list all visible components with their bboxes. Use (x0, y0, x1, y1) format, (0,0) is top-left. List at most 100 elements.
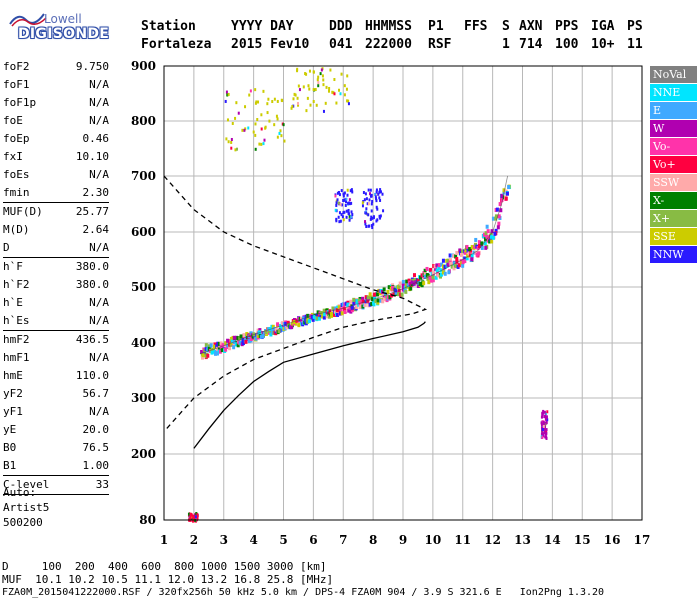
echo-point (315, 316, 319, 321)
header-val-axn: 714 (519, 37, 543, 52)
y-tick-label: 700 (131, 169, 156, 183)
cluster-point (541, 428, 544, 432)
cluster-point (361, 201, 364, 205)
cluster-point (541, 411, 544, 415)
param-row: MUF(D) 25.77 (3, 202, 109, 221)
echo-point (244, 339, 248, 344)
param-value: 2.64 (82, 223, 110, 236)
cluster-point (364, 220, 367, 224)
param-value: 76.5 (82, 441, 110, 454)
y-tick-label: 300 (131, 391, 156, 405)
param-value: 0.46 (82, 132, 110, 145)
cluster-point (230, 146, 233, 150)
cluster-point (249, 89, 252, 93)
param-value: 9.750 (75, 60, 109, 73)
echo-point (271, 324, 275, 329)
cluster-point (543, 410, 546, 414)
echo-point (292, 320, 296, 325)
echo-point (413, 277, 417, 282)
cluster-point (260, 127, 263, 131)
cluster-point (260, 113, 263, 117)
header-val-station: Fortaleza (141, 37, 212, 52)
echo-point (483, 241, 487, 246)
cluster-point (333, 78, 336, 82)
cluster-point (325, 85, 328, 89)
echo-point (448, 258, 452, 263)
param-row: hmF2 436.5 (3, 330, 109, 349)
y-tick-label: 200 (131, 447, 156, 461)
echo-point (455, 250, 459, 255)
param-label: h`F (3, 260, 23, 273)
echo-point (425, 266, 429, 271)
cluster-point (335, 217, 338, 221)
echo-point (440, 262, 444, 267)
cluster-point (375, 188, 378, 192)
echo-point (447, 270, 451, 275)
cluster-point (375, 219, 378, 223)
x-tick-label: 8 (369, 533, 377, 547)
cluster-point (337, 201, 340, 205)
param-label: h`F2 (3, 278, 30, 291)
cluster-point (337, 190, 340, 194)
echo-point (409, 286, 413, 291)
echo-point (454, 264, 458, 269)
echo-point (258, 328, 262, 333)
cluster-point (346, 74, 349, 78)
echo-point (435, 263, 439, 268)
header-val-ddd: 041 (329, 37, 353, 52)
cluster-point (267, 97, 270, 101)
echo-point (269, 332, 273, 337)
echo-point (405, 279, 409, 284)
echo-point (439, 268, 443, 273)
cluster-point (343, 84, 346, 88)
param-label: foF1 (3, 78, 30, 91)
cluster-point (230, 137, 233, 141)
cluster-point (322, 109, 325, 113)
cluster-point (545, 428, 548, 432)
param-row: h`E N/A (3, 294, 109, 312)
cluster-point (244, 105, 247, 109)
cluster-point (369, 217, 372, 221)
echo-point (459, 252, 463, 257)
echo-point (368, 302, 372, 307)
cluster-point (374, 192, 377, 196)
echo-point (412, 273, 416, 278)
echo-point (349, 309, 353, 314)
echo-point (226, 343, 230, 348)
echo-point (295, 321, 299, 326)
echo-point (427, 280, 431, 285)
echo-point (398, 281, 402, 286)
param-row: hmE 110.0 (3, 367, 109, 385)
echo-point (433, 264, 437, 269)
echo-point (386, 289, 390, 294)
param-label: hmE (3, 369, 23, 382)
echo-point (226, 338, 230, 343)
cluster-point (316, 78, 319, 82)
cluster-point (375, 190, 378, 194)
param-value: 380.0 (75, 278, 109, 291)
cluster-point (308, 87, 311, 91)
cluster-point (225, 90, 228, 94)
legend-item-x-: X- (650, 192, 697, 210)
echo-point (461, 249, 465, 254)
cluster-point (378, 190, 381, 194)
param-row: foF1p N/A (3, 94, 109, 112)
echo-point (477, 244, 481, 249)
cluster-point (314, 88, 317, 92)
header-col-p1: P1 (428, 19, 444, 34)
cluster-point (367, 202, 370, 206)
echo-point (468, 247, 472, 252)
cluster-point (266, 111, 269, 115)
cluster-point (363, 198, 366, 202)
legend-item-vo-: Vo+ (650, 156, 697, 174)
cluster-point (542, 409, 545, 413)
echo-point (502, 188, 506, 193)
cluster-point (298, 88, 301, 92)
x-tick-label: 5 (279, 533, 287, 547)
echo-point (449, 262, 453, 267)
cluster-point (348, 214, 351, 218)
param-row: fmin 2.30 (3, 184, 109, 202)
echo-point (340, 311, 344, 316)
echo-point (360, 299, 364, 304)
echo-point (484, 231, 488, 236)
